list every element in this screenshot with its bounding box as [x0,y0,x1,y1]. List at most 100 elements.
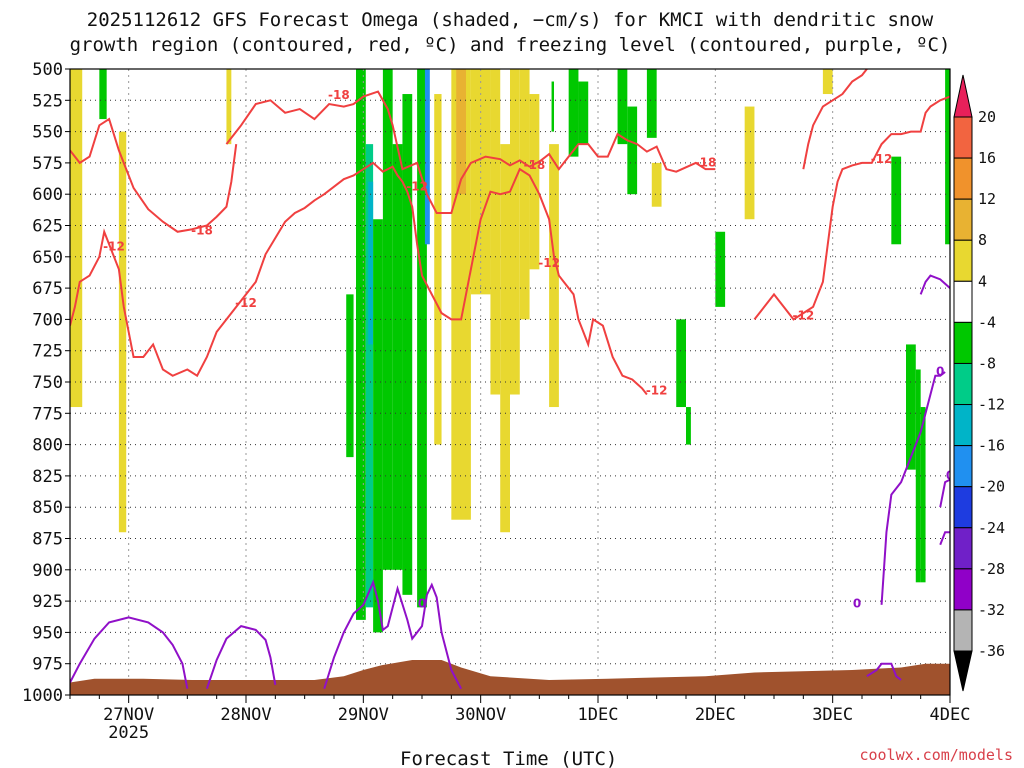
omega-patch [744,106,755,220]
omega-patch [519,69,530,320]
colorbar-box [953,404,973,447]
y-tick-label: 700 [32,310,63,330]
freezing-level-line [939,531,950,546]
x-tick-label: 27NOV [103,705,154,725]
dgz-contour-line [753,95,950,321]
colorbar-box [953,157,973,200]
y-tick-label: 650 [32,248,63,268]
freezing-contour-label: 0 [418,596,426,610]
colorbar: 20 16 12 8 4 -4 -8 -12 -16 -20 -24 -28 -32 -36 [953,74,1005,692]
dgz-contour-line [802,69,868,170]
omega-patch [510,69,520,395]
y-tick-label: 1000 [22,686,63,706]
omega-patch [646,69,657,138]
dgz-contour-label: -12 [103,240,125,254]
colorbar-box [953,362,973,406]
colorbar-box [953,198,973,241]
y-tick-label: 800 [32,436,63,456]
colorbar-box [953,486,973,529]
y-tick-label: 950 [32,623,63,643]
y-tick-label: 925 [32,592,63,612]
colorbar-label: 12 [978,190,996,208]
omega-patch [500,144,510,533]
colorbar-label: -12 [978,396,1005,414]
dgz-contour-line [225,90,716,214]
omega-patch [627,106,638,195]
colorbar-label: -36 [978,642,1005,660]
omega-patch [906,344,916,470]
colorbar-label: -16 [978,437,1005,455]
credit-text: coolwx.com/models [859,746,1013,764]
y-tick-label: 750 [32,373,63,393]
omega-patch [434,94,442,445]
grid-lines [70,69,950,695]
omega-patch [490,69,501,395]
colorbar-box [953,609,973,652]
colorbar-box [953,321,973,364]
x-axis-label: Forecast Time (UTC) [400,748,617,768]
terrain-surface [70,659,950,695]
y-tick-label: 500 [32,60,63,80]
omega-shading [70,69,950,633]
omega-patch [373,219,383,633]
chart-title-line2: growth region (contoured, red, ºC) and f… [70,34,951,56]
colorbar-box [953,280,973,323]
colorbar-box [953,239,973,282]
freezing-level-line [919,274,950,295]
colorbar-label: -32 [978,601,1005,619]
omega-patch [676,319,686,408]
dgz-contour-line [70,117,238,233]
omega-patch [356,69,366,620]
y-tick-label: 525 [32,91,63,111]
colorbar-top-triangle [953,74,973,118]
freezing-level-line [323,579,462,690]
omega-patch [822,69,833,95]
x-tick-label: 29NOV [338,705,389,725]
y-tick-label: 775 [32,404,63,424]
dgz-contour-label: -12 [538,256,560,270]
y-tick-label: 900 [32,561,63,581]
dgz-contour-label: -12 [871,152,893,166]
dgz-contour-label: -18 [524,158,546,172]
freezing-contour-label: 0 [853,596,861,610]
omega-patch [456,69,466,195]
y-tick-label: 825 [32,467,63,487]
freezing-level-line [866,662,902,681]
omega-patch [715,231,726,307]
omega-patch [346,294,354,458]
y-axis-ticks: 500 525 550 575 600 625 650 675 700 725 750 775 800 8… [22,60,70,706]
dgz-contours: -18 -18 -12 -12 -12 -18 -12 -18 -12 -12 -12 [70,69,950,398]
colorbar-label: 4 [978,272,987,290]
omega-patch [551,81,554,132]
omega-patch [578,81,589,145]
omega-patch [945,69,950,245]
y-tick-label: 675 [32,279,63,299]
omega-patch [891,156,902,245]
colorbar-bottom-triangle [953,650,973,692]
y-tick-label: 550 [32,123,63,143]
omega-patch [915,369,921,583]
omega-patch [549,144,559,408]
y-tick-label: 725 [32,342,63,362]
y-tick-label: 575 [32,154,63,174]
y-tick-label: 875 [32,530,63,550]
y-tick-label: 600 [32,185,63,205]
omega-patch [470,69,491,295]
dgz-contour-label: -18 [695,156,717,170]
omega-patch [529,94,540,270]
omega-patch [392,144,403,570]
freezing-level-line [70,616,189,689]
colorbar-label: 16 [978,149,996,167]
dgz-contour-label: -12 [646,384,668,398]
terrain-fill [70,659,950,695]
omega-patch [617,69,628,145]
omega-patch [920,407,926,583]
omega-patch [365,144,374,608]
omega-patch [651,162,662,207]
omega-patch [417,69,427,608]
freezing-level-line [205,625,277,690]
freezing-level-line [880,371,946,605]
omega-patch [402,94,413,595]
dgz-contour-label: -18 [328,88,350,102]
